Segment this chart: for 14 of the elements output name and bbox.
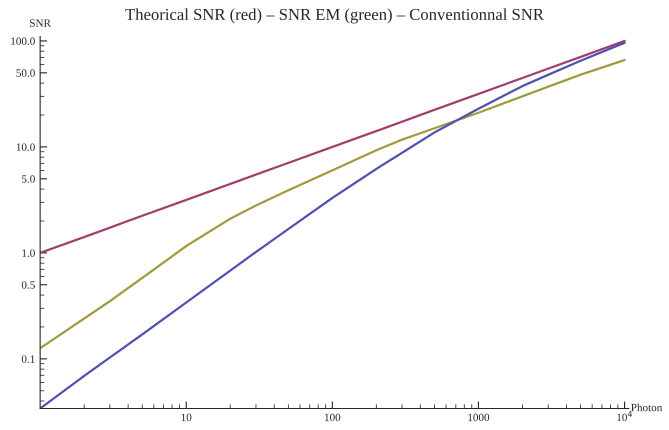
y-tick-label: 0.5: [22, 281, 35, 289]
x-tick-label: 1000: [468, 414, 490, 422]
x-axis-title: Photon: [631, 403, 662, 412]
x-tick-label: 10: [182, 414, 192, 422]
y-tick-label: 1.0: [22, 249, 35, 257]
x-tick-label: 10$^{4}$: [617, 411, 632, 422]
y-tick-label: 5.0: [22, 175, 35, 183]
y-axis-title: SNR: [30, 19, 51, 27]
y-tick-label: 50.0: [16, 69, 35, 77]
y-tick-label: 10.0: [16, 143, 35, 151]
chart-title: Theorical SNR (red) – SNR EM (green) – Conventionnal SNR: [125, 8, 544, 24]
y-tick-label: 100.0: [11, 37, 35, 45]
x-tick-label: 100: [325, 414, 340, 422]
y-tick-label: 0.1: [22, 355, 35, 363]
